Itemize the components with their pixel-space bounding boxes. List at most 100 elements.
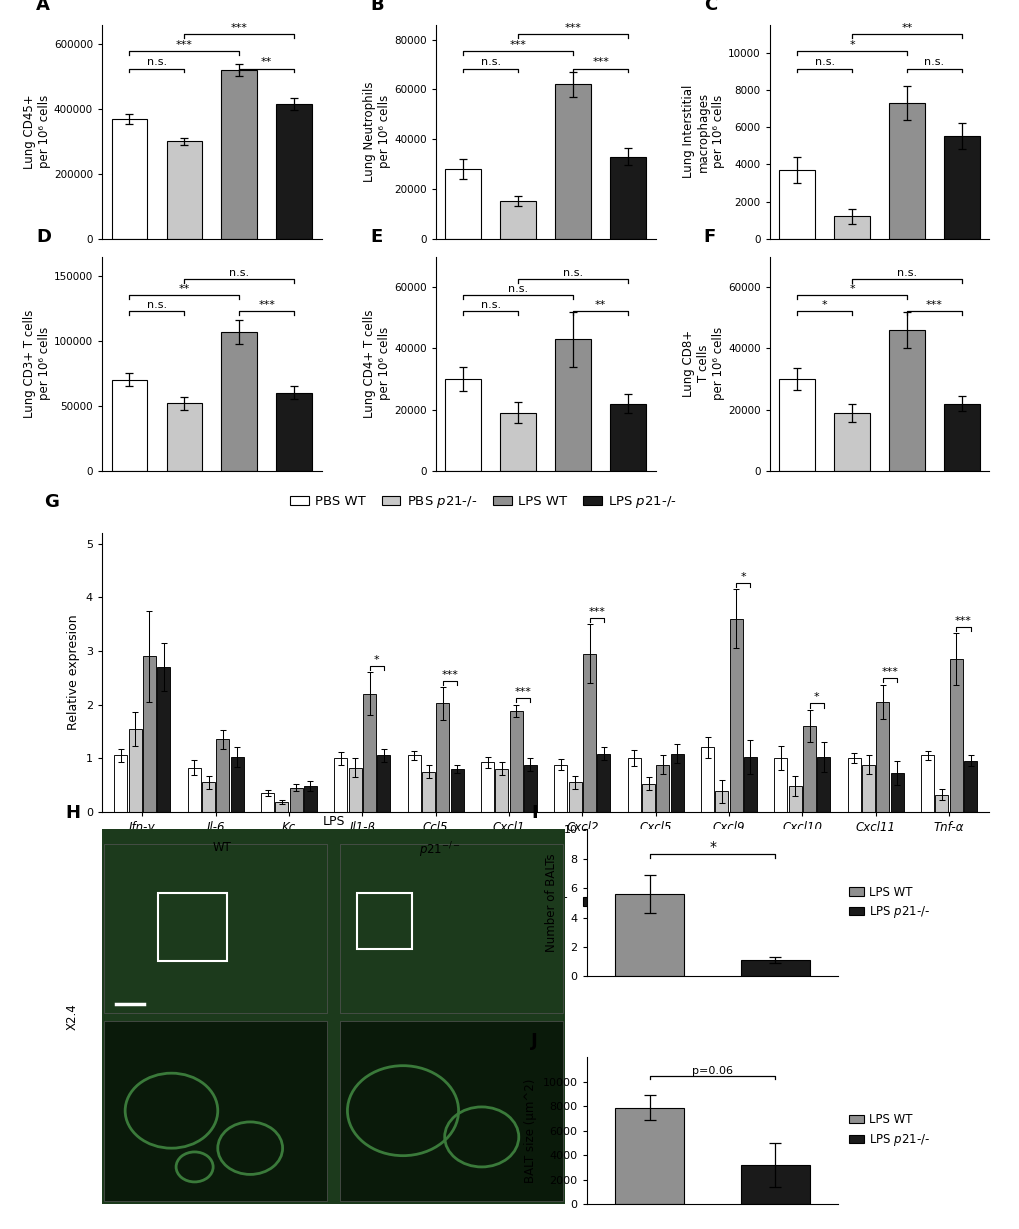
Text: ***: ***	[880, 667, 898, 677]
Bar	[609, 403, 645, 471]
Bar	[166, 141, 202, 238]
Bar	[157, 667, 170, 811]
Bar	[111, 119, 147, 238]
Text: n.s.: n.s.	[896, 268, 916, 278]
Text: ***: ***	[441, 670, 458, 680]
Text: J: J	[531, 1032, 538, 1050]
Bar	[889, 103, 924, 238]
Text: ***: ***	[565, 23, 581, 33]
Bar	[357, 893, 412, 950]
FancyBboxPatch shape	[340, 1020, 562, 1201]
Text: ***: ***	[515, 687, 531, 697]
Bar	[221, 332, 257, 471]
Bar	[500, 413, 536, 471]
Text: n.s.: n.s.	[562, 268, 583, 278]
Bar	[614, 1107, 684, 1204]
Bar	[230, 757, 244, 811]
Y-axis label: BALT size (μm^2): BALT size (μm^2)	[524, 1079, 537, 1184]
Text: n.s.: n.s.	[480, 58, 500, 68]
Text: *: *	[821, 300, 826, 310]
Bar	[377, 756, 390, 811]
Bar	[614, 895, 684, 977]
Bar	[875, 702, 889, 811]
Bar	[714, 791, 728, 811]
Bar	[816, 757, 829, 811]
Text: ***: ***	[954, 616, 971, 626]
Text: *: *	[849, 284, 854, 294]
Bar	[671, 753, 683, 811]
Bar	[847, 758, 860, 811]
Bar	[628, 758, 640, 811]
Bar	[304, 787, 317, 811]
Bar	[436, 703, 448, 811]
Text: **: **	[261, 58, 272, 68]
Bar	[609, 156, 645, 238]
Y-axis label: Relative expresion: Relative expresion	[67, 614, 81, 730]
Bar	[554, 85, 590, 238]
Bar	[445, 170, 481, 238]
Text: ***: ***	[510, 41, 526, 50]
Text: H: H	[65, 804, 79, 822]
Legend: PBS WT, PBS $p21$-/-, LPS WT, LPS $p21$-/-: PBS WT, PBS $p21$-/-, LPS WT, LPS $p21$-…	[284, 489, 682, 515]
Y-axis label: Lung CD8+
T cells
per 10⁶ cells: Lung CD8+ T cells per 10⁶ cells	[682, 327, 725, 401]
Text: n.s.: n.s.	[507, 284, 528, 294]
Bar	[422, 772, 434, 811]
Bar	[221, 70, 257, 238]
Bar	[944, 403, 979, 471]
Text: *: *	[813, 692, 818, 703]
Text: *: *	[849, 41, 854, 50]
Bar	[554, 339, 590, 471]
Bar	[569, 782, 581, 811]
Bar	[445, 379, 481, 471]
Bar	[890, 773, 903, 811]
Text: X2.4: X2.4	[66, 1004, 78, 1030]
Bar	[949, 659, 962, 811]
Bar	[481, 762, 493, 811]
Text: E: E	[370, 227, 382, 246]
Text: **: **	[901, 23, 912, 33]
Y-axis label: Lung Interstitial
macrophages
per 10⁶ cells: Lung Interstitial macrophages per 10⁶ ce…	[682, 85, 725, 178]
Text: F: F	[703, 227, 715, 246]
Text: D: D	[36, 227, 51, 246]
Bar	[216, 740, 229, 811]
Text: *: *	[374, 655, 379, 665]
Text: $p21^{-/-}$: $p21^{-/-}$	[419, 841, 461, 860]
FancyBboxPatch shape	[104, 844, 326, 1013]
Text: ***: ***	[588, 607, 604, 617]
Text: *: *	[708, 839, 715, 854]
Bar	[583, 654, 595, 811]
Bar	[289, 788, 303, 811]
Text: p=0.06: p=0.06	[691, 1066, 733, 1075]
Bar	[743, 757, 756, 811]
Bar	[834, 216, 869, 238]
FancyBboxPatch shape	[104, 1020, 326, 1201]
Bar	[740, 1165, 809, 1204]
Bar	[934, 795, 948, 811]
Bar	[642, 784, 654, 811]
Bar	[802, 726, 815, 811]
Text: ***: ***	[175, 41, 193, 50]
Bar	[510, 712, 522, 811]
Y-axis label: Lung CD4+ T cells
per 10⁶ cells: Lung CD4+ T cells per 10⁶ cells	[363, 310, 391, 418]
FancyBboxPatch shape	[340, 844, 562, 1013]
Bar	[408, 756, 420, 811]
Bar	[495, 769, 507, 811]
Legend: PBS WT, PBS $p21$-/-, LPS WT, LPS $p21$-/-: PBS WT, PBS $p21$-/-, LPS WT, LPS $p21$-…	[284, 890, 682, 917]
Bar	[944, 136, 979, 238]
Y-axis label: Lung CD45+
per 10⁶ cells: Lung CD45+ per 10⁶ cells	[23, 95, 51, 170]
Bar	[524, 764, 536, 811]
Text: G: G	[44, 493, 59, 511]
Bar	[861, 764, 874, 811]
Bar	[920, 756, 933, 811]
Text: **: **	[594, 300, 605, 310]
Text: A: A	[36, 0, 50, 14]
Bar	[128, 729, 142, 811]
Bar	[157, 893, 227, 961]
Text: LPS: LPS	[322, 815, 344, 827]
Text: ***: ***	[230, 23, 248, 33]
Bar	[276, 393, 312, 471]
Text: I: I	[531, 804, 537, 822]
Bar	[348, 768, 362, 811]
Text: ***: ***	[925, 300, 942, 310]
Bar	[740, 960, 809, 977]
